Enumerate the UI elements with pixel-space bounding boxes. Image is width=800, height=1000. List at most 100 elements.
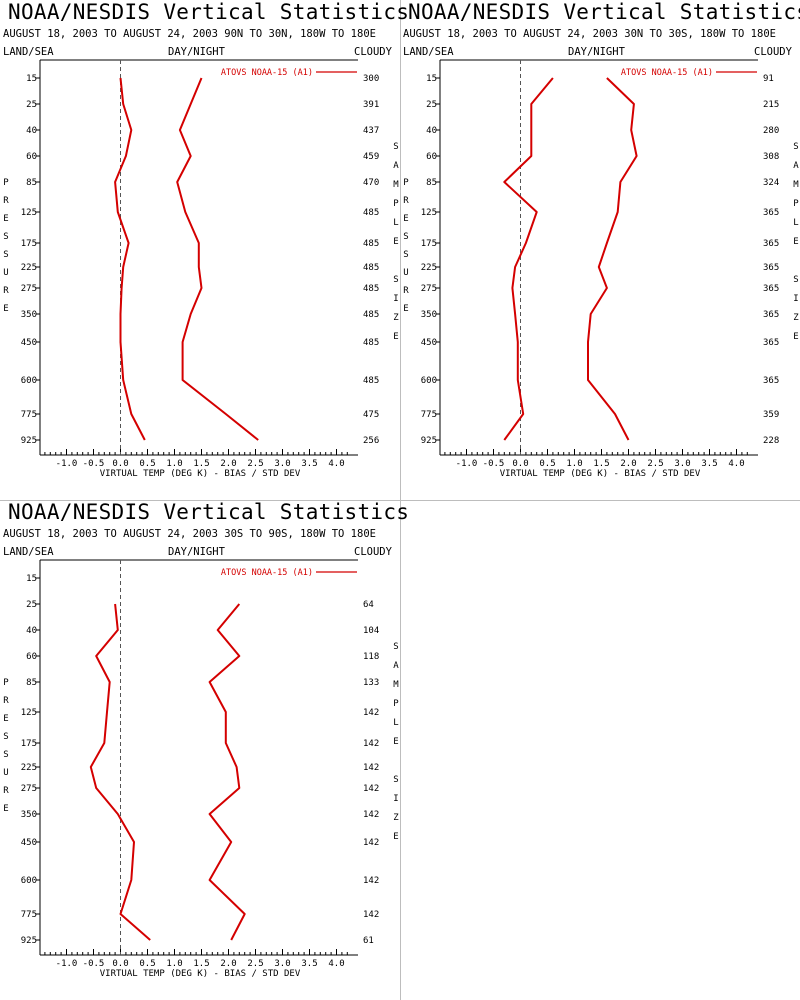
y-axis-title-letter: S xyxy=(403,250,408,260)
sample-size-label: 475 xyxy=(363,410,379,420)
pressure-level-label: 600 xyxy=(21,876,37,886)
sample-size-title-letter: I xyxy=(793,294,798,304)
pressure-level-label: 350 xyxy=(21,310,37,320)
sample-size-label: 142 xyxy=(363,784,379,794)
x-tick-label: -0.5 xyxy=(83,959,105,969)
y-axis-title-letter: P xyxy=(3,178,9,188)
x-tick-label: 2.5 xyxy=(647,459,663,469)
sample-size-label: 485 xyxy=(363,338,379,348)
bias-series-line xyxy=(503,77,554,441)
sample-size-title-letter: E xyxy=(793,332,798,342)
x-tick-label: -1.0 xyxy=(56,459,78,469)
sample-size-title-letter: L xyxy=(793,218,798,228)
y-axis-title-letter: S xyxy=(3,250,8,260)
sample-size-label: 142 xyxy=(363,739,379,749)
sample-size-title-letter: Z xyxy=(793,313,799,323)
x-tick-label: 2.0 xyxy=(220,459,236,469)
pressure-level-label: 450 xyxy=(21,838,37,848)
x-tick-label: 2.0 xyxy=(220,959,236,969)
sample-size-title-letter: A xyxy=(793,161,799,171)
chart-panel-30n-30s: NOAA/NESDIS Vertical Statistics AUGUST 1… xyxy=(400,0,800,500)
pressure-level-label: 225 xyxy=(21,263,37,273)
pressure-level-label: 60 xyxy=(426,152,437,162)
sample-size-label: 64 xyxy=(363,600,374,610)
sample-size-title-letter: M xyxy=(793,180,799,190)
y-axis-title-letter: U xyxy=(3,268,8,278)
sample-size-title-letter: E xyxy=(393,237,398,247)
x-tick-label: 3.0 xyxy=(274,459,290,469)
y-axis-title-letter: S xyxy=(3,232,8,242)
x-tick-label: 3.0 xyxy=(674,459,690,469)
sample-size-label: 118 xyxy=(363,652,379,662)
x-tick-label: 1.5 xyxy=(193,459,209,469)
y-axis-title-letter: R xyxy=(403,286,409,296)
pressure-level-label: 450 xyxy=(21,338,37,348)
sample-size-title-letter: S xyxy=(393,275,398,285)
sample-size-title-letter: S xyxy=(793,275,798,285)
cloudy-label: CLOUDY xyxy=(354,546,392,558)
y-axis-title-letter: E xyxy=(3,714,8,724)
day-night-label: DAY/NIGHT xyxy=(168,546,225,558)
sample-size-title-letter: A xyxy=(393,661,399,671)
sample-size-title-letter: Z xyxy=(393,813,399,823)
y-axis-title-letter: P xyxy=(403,178,409,188)
x-tick-label: 1.0 xyxy=(166,459,182,469)
sample-size-label: 437 xyxy=(363,126,379,136)
sample-size-label: 459 xyxy=(363,152,379,162)
std-dev-series-line xyxy=(587,77,638,441)
pressure-level-label: 125 xyxy=(21,208,37,218)
pressure-level-label: 85 xyxy=(26,178,37,188)
sample-size-label: 365 xyxy=(763,338,779,348)
vertical-profile-plot: -1.0 -0.5 0.0 0.5 1.0 1.5 2.0 2.5 3.0 3.5 4.0 VIRTU… xyxy=(3,559,399,979)
x-tick-label: 3.5 xyxy=(301,459,317,469)
pressure-level-label: 275 xyxy=(21,784,37,794)
pressure-level-label: 40 xyxy=(426,126,437,136)
pressure-level-label: 25 xyxy=(26,100,37,110)
sample-size-title-letter: E xyxy=(793,237,798,247)
vertical-profile-plot: -1.0 -0.5 0.0 0.5 1.0 1.5 2.0 2.5 3.0 3.5 4.0 VIRTU… xyxy=(403,59,799,479)
sample-size-label: 142 xyxy=(363,763,379,773)
x-tick-label: 4.0 xyxy=(328,459,344,469)
x-tick-label: 3.5 xyxy=(301,959,317,969)
x-tick-label: -0.5 xyxy=(83,459,105,469)
land-sea-label: LAND/SEA xyxy=(3,546,54,558)
sample-size-label: 91 xyxy=(763,74,774,84)
sample-size-title-letter: E xyxy=(393,332,398,342)
y-axis-title-letter: E xyxy=(403,214,408,224)
y-axis-title-letter: R xyxy=(3,286,9,296)
pressure-level-label: 25 xyxy=(26,600,37,610)
pressure-level-label: 275 xyxy=(421,284,437,294)
legend-label: ATOVS NOAA-15 (A1) xyxy=(221,68,313,78)
pressure-level-label: 15 xyxy=(426,74,437,84)
panel-divider-horizontal xyxy=(0,500,800,501)
pressure-level-label: 40 xyxy=(26,626,37,636)
x-tick-label: 0.5 xyxy=(139,459,155,469)
x-tick-label: -1.0 xyxy=(456,459,478,469)
chart-title: NOAA/NESDIS Vertical Statistics xyxy=(408,0,800,24)
pressure-level-label: 40 xyxy=(26,126,37,136)
pressure-level-label: 125 xyxy=(21,708,37,718)
sample-size-label: 365 xyxy=(763,376,779,386)
x-tick-label: -0.5 xyxy=(483,459,505,469)
y-axis-title-letter: P xyxy=(3,678,9,688)
x-tick-label: 1.0 xyxy=(566,459,582,469)
sample-size-label: 365 xyxy=(763,263,779,273)
sample-size-title-letter: P xyxy=(393,699,399,709)
sample-size-label: 142 xyxy=(363,876,379,886)
x-tick-label: 0.0 xyxy=(512,459,528,469)
pressure-level-label: 225 xyxy=(421,263,437,273)
x-tick-label: 0.0 xyxy=(112,959,128,969)
land-sea-label: LAND/SEA xyxy=(403,46,454,58)
chart-panel-30s-90s: NOAA/NESDIS Vertical Statistics AUGUST 1… xyxy=(0,500,409,1000)
x-tick-label: 0.0 xyxy=(112,459,128,469)
legend-label: ATOVS NOAA-15 (A1) xyxy=(621,68,713,78)
y-axis-title-letter: E xyxy=(3,804,8,814)
y-axis-title-letter: S xyxy=(403,232,408,242)
pressure-level-label: 15 xyxy=(26,74,37,84)
sample-size-label: 485 xyxy=(363,263,379,273)
y-axis-title-letter: E xyxy=(403,304,408,314)
vertical-profile-plot: -1.0 -0.5 0.0 0.5 1.0 1.5 2.0 2.5 3.0 3.5 4.0 VIRTU… xyxy=(3,59,399,479)
x-tick-label: 3.0 xyxy=(274,959,290,969)
sample-size-title-letter: S xyxy=(393,142,398,152)
pressure-level-label: 85 xyxy=(26,678,37,688)
